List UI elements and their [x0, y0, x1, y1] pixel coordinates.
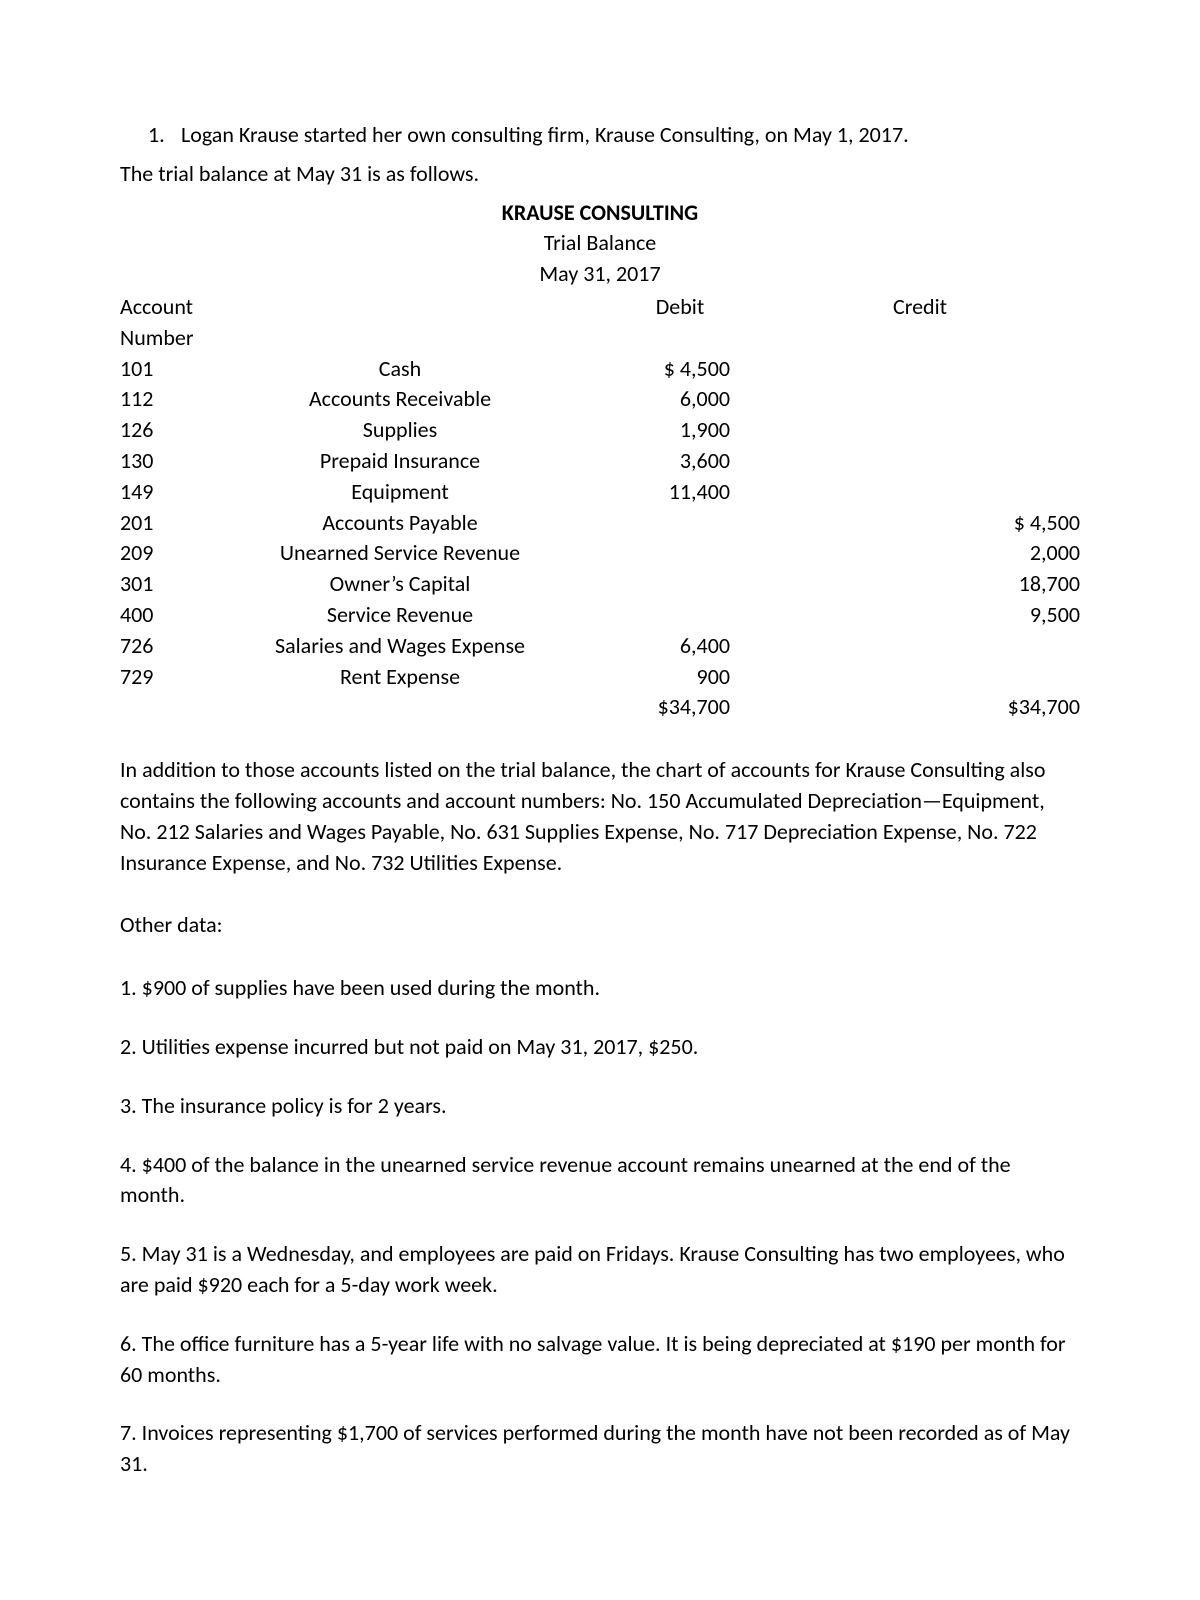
cell-account-name: Accounts Receivable	[240, 384, 560, 415]
table-row: 112Accounts Receivable6,000	[120, 384, 1080, 415]
cell-account-number: 209	[120, 538, 240, 569]
trial-balance-table: Account Number Debit Credit 101Cash$ 4,5…	[120, 292, 1080, 723]
other-data-item: 7. Invoices representing $1,700 of servi…	[120, 1418, 1080, 1480]
cell-account-number: 101	[120, 354, 240, 385]
cell-credit: 9,500	[760, 600, 1080, 631]
cell-account-name: Accounts Payable	[240, 508, 560, 539]
cell-account-name: Unearned Service Revenue	[240, 538, 560, 569]
cell-account-number: 201	[120, 508, 240, 539]
totals-debit: $34,700	[560, 692, 760, 723]
cell-account-name: Equipment	[240, 477, 560, 508]
table-body: 101Cash$ 4,500112Accounts Receivable6,00…	[120, 354, 1080, 693]
table-row: 400Service Revenue 9,500	[120, 600, 1080, 631]
cell-debit: $ 4,500	[560, 354, 760, 385]
table-row: 101Cash$ 4,500	[120, 354, 1080, 385]
table-row: 301Owner’s Capital 18,700	[120, 569, 1080, 600]
cell-account-name: Rent Expense	[240, 662, 560, 693]
cell-account-number: 400	[120, 600, 240, 631]
chart-of-accounts-para: In addition to those accounts listed on …	[120, 755, 1080, 878]
table-row: 201Accounts Payable $ 4,500	[120, 508, 1080, 539]
cell-account-name: Cash	[240, 354, 560, 385]
col-header-account: Account Number	[120, 292, 240, 354]
intro-text-1: Logan Krause started her own consulting …	[181, 121, 909, 148]
table-row: 209Unearned Service Revenue 2,000	[120, 538, 1080, 569]
intro-number: 1.	[148, 120, 176, 151]
table-row: 126Supplies1,900	[120, 415, 1080, 446]
cell-debit: 3,600	[560, 446, 760, 477]
trial-balance-header: KRAUSE CONSULTING Trial Balance May 31, …	[120, 198, 1080, 290]
other-data-item: 5. May 31 is a Wednesday, and employees …	[120, 1239, 1080, 1301]
table-totals-row: $34,700 $34,700	[120, 692, 1080, 723]
cell-account-name: Supplies	[240, 415, 560, 446]
col-header-credit: Credit	[760, 292, 1080, 323]
table-row: 726Salaries and Wages Expense6,400	[120, 631, 1080, 662]
other-data-item: 4. $400 of the balance in the unearned s…	[120, 1150, 1080, 1212]
other-data-label: Other data:	[120, 910, 1080, 941]
document-page: 1. Logan Krause started her own consulti…	[0, 0, 1200, 1600]
table-row: 729Rent Expense900	[120, 662, 1080, 693]
cell-account-number: 149	[120, 477, 240, 508]
report-date: May 31, 2017	[120, 259, 1080, 290]
intro-line-2: The trial balance at May 31 is as follow…	[120, 159, 1080, 190]
table-row: 149Equipment11,400	[120, 477, 1080, 508]
intro-block: 1. Logan Krause started her own consulti…	[120, 120, 1080, 190]
other-data-item: 6. The office furniture has a 5-year lif…	[120, 1329, 1080, 1391]
company-name: KRAUSE CONSULTING	[120, 198, 1080, 229]
cell-credit: 2,000	[760, 538, 1080, 569]
cell-credit: $ 4,500	[760, 508, 1080, 539]
cell-account-number: 729	[120, 662, 240, 693]
intro-line-1: 1. Logan Krause started her own consulti…	[120, 120, 1080, 151]
cell-account-name: Service Revenue	[240, 600, 560, 631]
table-header-row: Account Number Debit Credit	[120, 292, 1080, 354]
totals-credit: $34,700	[760, 692, 1080, 723]
cell-account-number: 126	[120, 415, 240, 446]
cell-debit: 11,400	[560, 477, 760, 508]
cell-debit: 900	[560, 662, 760, 693]
col-header-debit: Debit	[560, 292, 760, 323]
report-title: Trial Balance	[120, 228, 1080, 259]
other-data-list: 1. $900 of supplies have been used durin…	[120, 973, 1080, 1480]
cell-debit: 6,400	[560, 631, 760, 662]
cell-account-name: Prepaid Insurance	[240, 446, 560, 477]
table-row: 130Prepaid Insurance3,600	[120, 446, 1080, 477]
cell-account-number: 112	[120, 384, 240, 415]
cell-account-number: 726	[120, 631, 240, 662]
other-data-item: 2. Utilities expense incurred but not pa…	[120, 1032, 1080, 1063]
cell-account-number: 130	[120, 446, 240, 477]
other-data-item: 1. $900 of supplies have been used durin…	[120, 973, 1080, 1004]
cell-account-name: Salaries and Wages Expense	[240, 631, 560, 662]
cell-account-name: Owner’s Capital	[240, 569, 560, 600]
cell-credit: 18,700	[760, 569, 1080, 600]
cell-debit: 6,000	[560, 384, 760, 415]
other-data-item: 3. The insurance policy is for 2 years.	[120, 1091, 1080, 1122]
cell-account-number: 301	[120, 569, 240, 600]
cell-debit: 1,900	[560, 415, 760, 446]
